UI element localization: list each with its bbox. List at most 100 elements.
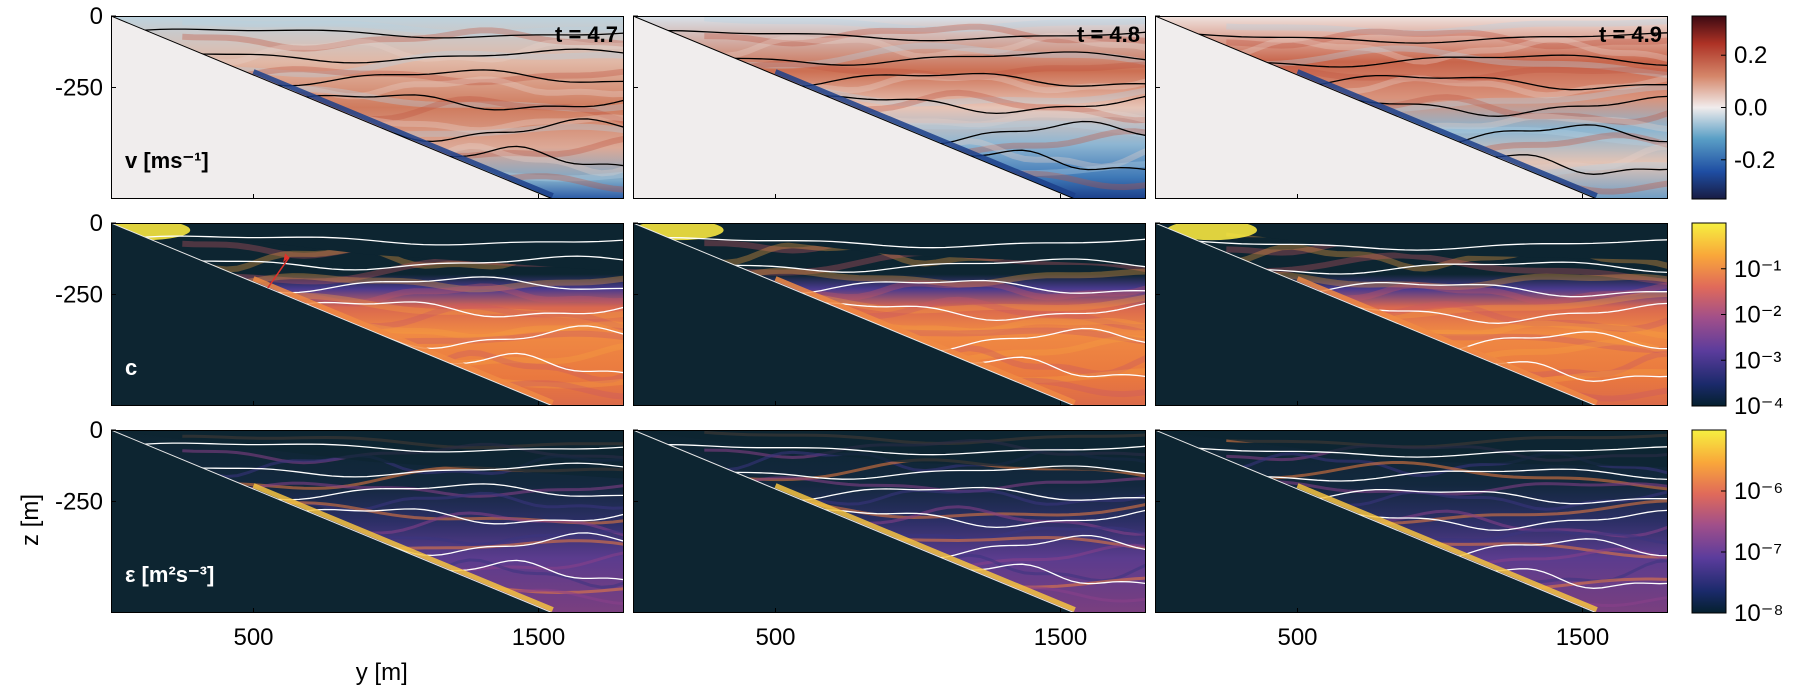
upper-quiescent-layer xyxy=(1155,223,1668,261)
land-wedge xyxy=(1155,223,1597,406)
land-wedge xyxy=(1155,430,1597,613)
panel-r3-c1: ε [m²s⁻³] xyxy=(111,429,624,613)
land-wedge xyxy=(633,16,1075,199)
isopycnal-contour xyxy=(1166,31,1668,44)
colorbar-tick-label: 10⁻¹ xyxy=(1734,256,1781,283)
panel-content xyxy=(111,223,624,406)
isopycnal-contour xyxy=(1200,54,1668,68)
annotation-arrow-head xyxy=(283,253,290,263)
colorbar-tick-label: 10⁻² xyxy=(1734,302,1781,329)
slope-boundary xyxy=(111,223,553,406)
colorbar-3: 10⁻⁶ 10⁻⁷ 10⁻⁸ xyxy=(1691,429,1784,627)
x-tick-label: 500 xyxy=(755,624,795,651)
colorbar-tick-label: 10⁻⁷ xyxy=(1734,539,1782,566)
field-texture-streak xyxy=(704,23,1146,47)
time-label: t = 4.8 xyxy=(1077,22,1140,47)
panel-content xyxy=(633,223,1146,406)
isopycnal-contour xyxy=(678,51,1146,66)
field-texture-streak xyxy=(182,19,624,37)
slope-boundary xyxy=(1155,16,1597,199)
y-tick-label: -250 xyxy=(55,488,103,515)
slope-boundary xyxy=(633,430,1075,613)
panel-frame xyxy=(1155,430,1668,613)
isopycnal-contour xyxy=(1166,238,1668,251)
field-texture-streak xyxy=(704,16,1146,33)
colorbar-1: 0.2 0.0 -0.2 xyxy=(1691,15,1775,200)
field-texture-streak xyxy=(1226,461,1668,491)
panel-r3-c3 xyxy=(1155,429,1668,613)
bottom-boundary-layer xyxy=(774,69,1076,198)
slope-boundary xyxy=(111,16,553,199)
colorbar-gradient xyxy=(1691,222,1727,407)
time-label: t = 4.9 xyxy=(1599,22,1662,47)
field-texture-streak xyxy=(1226,45,1668,78)
x-tick-label: 1500 xyxy=(512,624,565,651)
y-tick-label: 0 xyxy=(90,3,103,30)
upper-quiescent-layer xyxy=(1155,430,1668,468)
row-label: ε [m²s⁻³] xyxy=(125,562,214,587)
upper-quiescent-layer xyxy=(633,430,1146,473)
x-tick-label: 1500 xyxy=(1034,624,1087,651)
bottom-boundary-layer xyxy=(774,483,1076,612)
isopycnal-contour xyxy=(1166,445,1668,458)
bottom-boundary-layer xyxy=(252,276,554,405)
isopycnal-contour xyxy=(122,442,624,453)
field-texture-streak xyxy=(182,27,624,52)
upper-quiescent-layer xyxy=(111,223,624,272)
panel-r1-c3: t = 4.9 xyxy=(1155,15,1668,199)
row-label: v [ms⁻¹] xyxy=(125,148,209,173)
isopycnal-contour xyxy=(156,462,624,478)
x-tick-label: 500 xyxy=(233,624,273,651)
slope-boundary xyxy=(633,223,1075,406)
bottom-boundary-layer xyxy=(1296,276,1598,405)
slope-boundary xyxy=(111,430,553,613)
y-tick-label: -250 xyxy=(55,74,103,101)
isopycnal-contour xyxy=(122,28,624,39)
colorbar-gradient xyxy=(1691,15,1727,200)
panel-frame xyxy=(111,16,624,199)
field-texture-streak xyxy=(703,32,1146,60)
x-axis-label: y [m] xyxy=(356,659,408,686)
field-texture-streak xyxy=(704,42,1146,69)
land-wedge xyxy=(1155,16,1597,199)
panel-content xyxy=(1155,430,1668,613)
slope-boundary xyxy=(1155,223,1597,406)
y-tick-label: -250 xyxy=(55,281,103,308)
annotation-arrow xyxy=(267,256,290,289)
panel-content xyxy=(1155,16,1668,199)
upper-quiescent-layer xyxy=(633,223,1146,266)
x-tick-label: 1500 xyxy=(1556,624,1609,651)
panel-frame xyxy=(1155,223,1668,406)
slope-boundary xyxy=(633,16,1075,199)
upper-quiescent-layer xyxy=(111,430,624,479)
colorbar-tick-label: 0.0 xyxy=(1734,95,1767,122)
colorbar-tick-label: 10⁻⁴ xyxy=(1734,393,1784,420)
field-texture-streak xyxy=(704,60,1146,81)
land-wedge xyxy=(633,430,1075,613)
field-texture-streak xyxy=(181,38,624,66)
panel-content xyxy=(1155,223,1668,406)
panel-r1-c1: t = 4.7 v [ms⁻¹] xyxy=(111,15,624,199)
colorbar-tick-label: -0.2 xyxy=(1734,147,1775,174)
bottom-boundary-layer xyxy=(1296,69,1598,198)
x-tick-label: 500 xyxy=(1277,624,1317,651)
isopycnal-contour xyxy=(156,48,624,64)
field-texture-streak xyxy=(1226,252,1668,285)
bottom-boundary-layer xyxy=(774,276,1076,405)
panel-frame xyxy=(633,223,1146,406)
panel-r2-c2 xyxy=(633,222,1146,406)
isopycnal-contour xyxy=(122,235,624,246)
land-wedge xyxy=(633,223,1075,406)
y-tick-label: 0 xyxy=(90,417,103,444)
panel-frame xyxy=(111,430,624,613)
field-texture-streak xyxy=(1226,28,1668,50)
panel-frame xyxy=(633,16,1146,199)
colorbar-tick-label: 10⁻⁸ xyxy=(1734,600,1784,627)
panel-content xyxy=(633,430,1146,613)
panel-content xyxy=(111,16,624,199)
colorbar-tick-label: 10⁻⁶ xyxy=(1734,478,1783,505)
isopycnal-contour xyxy=(678,258,1146,273)
time-label: t = 4.7 xyxy=(555,22,618,47)
panel-frame xyxy=(633,430,1146,613)
